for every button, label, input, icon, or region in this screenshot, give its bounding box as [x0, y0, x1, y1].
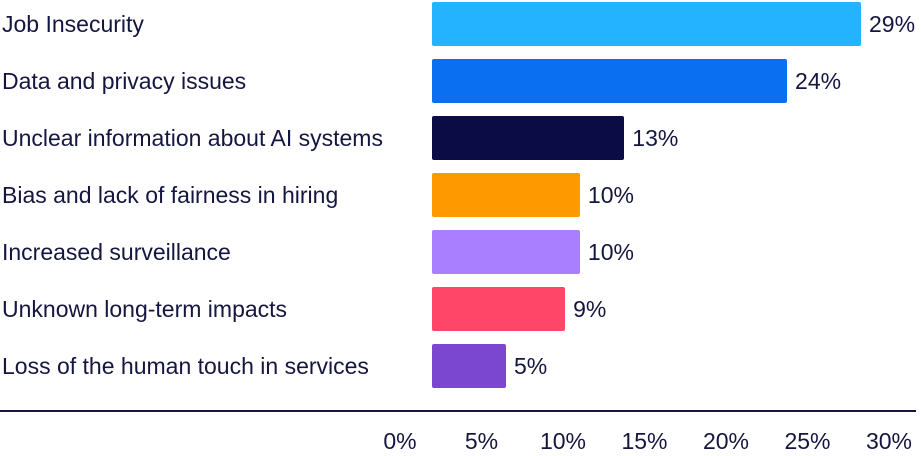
- bar: [432, 230, 580, 274]
- category-label: Unknown long-term impacts: [2, 294, 287, 324]
- x-tick-label: 5%: [465, 426, 498, 456]
- x-axis-line: [0, 410, 916, 412]
- bar: [432, 344, 506, 388]
- x-tick-label: 20%: [703, 426, 749, 456]
- data-label: 24%: [795, 66, 841, 96]
- category-label: Unclear information about AI systems: [2, 123, 383, 153]
- category-label: Loss of the human touch in services: [2, 351, 369, 381]
- data-label: 10%: [588, 180, 634, 210]
- bar: [432, 59, 787, 103]
- x-tick-label: 10%: [540, 426, 586, 456]
- bar: [432, 287, 565, 331]
- bar: [432, 2, 861, 46]
- category-label: Data and privacy issues: [2, 66, 246, 96]
- data-label: 5%: [514, 351, 547, 381]
- data-label: 10%: [588, 237, 634, 267]
- data-label: 29%: [869, 9, 915, 39]
- category-label: Increased surveillance: [2, 237, 231, 267]
- x-tick-label: 0%: [383, 426, 416, 456]
- x-tick-label: 30%: [866, 426, 912, 456]
- bar: [432, 173, 580, 217]
- data-label: 13%: [632, 123, 678, 153]
- category-label: Job Insecurity: [2, 9, 144, 39]
- x-tick-label: 25%: [784, 426, 830, 456]
- data-label: 9%: [573, 294, 606, 324]
- category-label: Bias and lack of fairness in hiring: [2, 180, 338, 210]
- bar: [432, 116, 624, 160]
- x-tick-label: 15%: [621, 426, 667, 456]
